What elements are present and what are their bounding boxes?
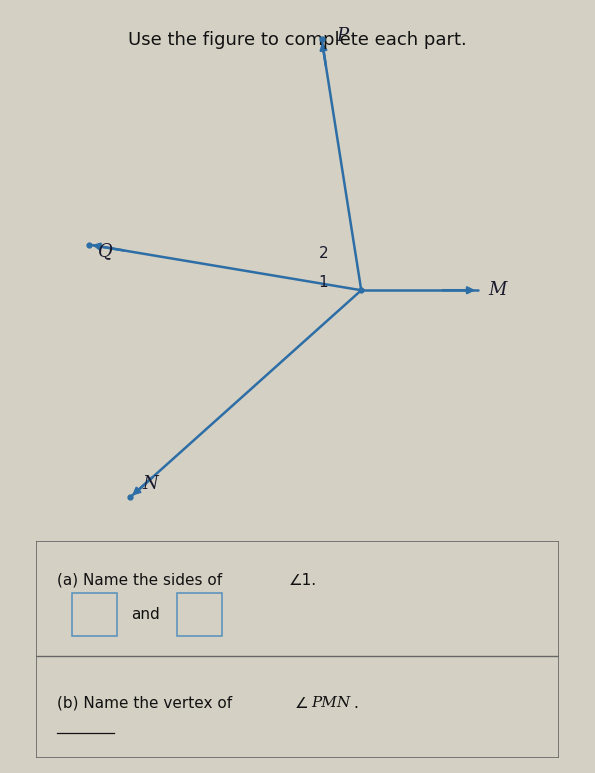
Text: (b) Name the vertex of: (b) Name the vertex of xyxy=(57,696,237,711)
Text: Use the figure to complete each part.: Use the figure to complete each part. xyxy=(128,31,467,49)
Text: ∠: ∠ xyxy=(295,696,308,711)
Text: P: P xyxy=(337,27,349,45)
Text: (a) Name the sides of: (a) Name the sides of xyxy=(57,573,227,587)
Text: ∠1.: ∠1. xyxy=(289,573,317,587)
Bar xyxy=(177,593,221,636)
Text: .: . xyxy=(353,696,358,711)
Text: 2: 2 xyxy=(319,246,328,261)
Text: and: and xyxy=(131,607,160,622)
Text: 1: 1 xyxy=(319,275,328,290)
Text: PMN: PMN xyxy=(311,696,350,710)
Text: M: M xyxy=(488,281,507,299)
Text: Q: Q xyxy=(98,242,112,260)
Bar xyxy=(73,593,117,636)
Text: N: N xyxy=(143,475,158,493)
